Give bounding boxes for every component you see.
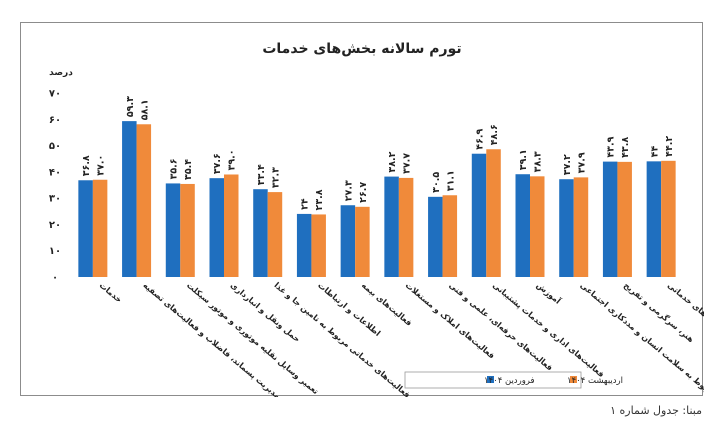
data-label-series-2: ۲۳.۸ — [314, 189, 325, 210]
y-axis-ticks: ۰ ۱۰ ۲۰ ۳۰ ۴۰ ۵۰ ۶۰ ۷۰ — [49, 89, 61, 284]
data-label-series-1: ۳۷.۶ — [212, 153, 223, 174]
y-tick-label: ۱۰ — [49, 246, 61, 257]
data-label-series-2: ۳۷.۷ — [402, 153, 413, 174]
legend-label-series-1: فروردین ۱۴۰۴ — [484, 376, 535, 386]
data-label-series-1: ۳۶.۸ — [81, 155, 92, 176]
y-tick-label: ۵۰ — [49, 141, 61, 152]
x-category-label: هنر، سرگرمی و تفریح — [622, 280, 696, 345]
bar-chart: تورم سالانه بخش‌های خدمات درصد ۰ ۱۰ ۲۰ ۳۰ ۴۰… — [49, 41, 704, 397]
bar-series-2 — [311, 214, 326, 277]
bar-series-2 — [180, 183, 195, 277]
data-label-series-2: ۳۲.۳ — [270, 167, 281, 188]
x-category-label: خدمات — [98, 281, 124, 305]
x-category-label: فعالیت‌های املاک و مستغلات — [404, 281, 497, 361]
source-note: مبنا: جدول شماره ۱ — [610, 404, 702, 417]
bar-series-2 — [355, 206, 370, 277]
bar-series-2 — [92, 179, 108, 277]
bar-series-1 — [253, 189, 268, 277]
y-tick-label: ۴۰ — [49, 167, 61, 178]
data-label-series-2: ۳۸.۳ — [533, 151, 544, 172]
data-label-series-1: ۳۳.۴ — [256, 164, 267, 185]
bar-series-1 — [209, 178, 224, 277]
bar-series-2 — [661, 160, 676, 277]
legend-swatch-series-2 — [570, 376, 577, 383]
y-tick-label: ۰ — [52, 273, 58, 284]
y-tick-label: ۶۰ — [49, 115, 61, 126]
data-label-series-1: ۳۰.۵ — [431, 172, 442, 193]
bar-series-1 — [428, 196, 443, 277]
data-label-series-2: ۳۷.۹ — [576, 152, 587, 173]
data-label-series-2: ۴۳.۸ — [620, 137, 631, 158]
bar-series-1 — [602, 161, 618, 277]
bar-series-1 — [384, 176, 399, 277]
bar-series-2 — [442, 195, 458, 277]
bar-series-1 — [78, 180, 93, 277]
data-labels: ۳۶.۸ ۳۷.۰ ۵۹.۳ ۵۸.۱ ۳۵.۶ ۳۵.۴ ۳۷.۶ ۳۹.۰ ۳۳.۴ ۳۲.۳… — [81, 96, 675, 211]
data-label-series-1: ۲۷.۳ — [343, 180, 354, 201]
data-label-series-1: ۳۵.۶ — [169, 158, 180, 179]
y-tick-label: ۳۰ — [49, 194, 61, 205]
bar-series-1 — [296, 213, 312, 277]
data-label-series-2: ۵۸.۱ — [139, 99, 150, 120]
chart-frame: تورم سالانه بخش‌های خدمات درصد ۰ ۱۰ ۲۰ ۳۰ ۴۰… — [20, 22, 704, 397]
data-label-series-2: ۲۶.۷ — [358, 182, 369, 203]
x-category-label: آموزش — [534, 280, 563, 307]
data-label-series-2: ۳۵.۴ — [183, 159, 194, 180]
bar-series-2 — [486, 149, 501, 277]
legend-swatch-series-1 — [487, 376, 494, 383]
bar-series-1 — [559, 179, 574, 277]
data-label-series-1: ۴۶.۹ — [475, 129, 486, 150]
bar-series-2 — [267, 192, 283, 277]
data-label-series-1: ۴۴ — [649, 146, 660, 158]
data-label-series-1: ۵۹.۳ — [125, 96, 136, 117]
bar-series-1 — [122, 121, 137, 277]
bar-series-2 — [617, 161, 632, 277]
bar-series-1 — [646, 161, 662, 277]
bar-series-2 — [136, 124, 152, 277]
bars — [78, 121, 676, 277]
bar-series-1 — [340, 205, 356, 277]
bar-series-1 — [515, 174, 530, 277]
data-label-series-1: ۴۳.۹ — [606, 136, 617, 157]
bar-series-2 — [573, 177, 589, 277]
bar-series-2 — [224, 174, 239, 277]
data-label-series-1: ۲۴ — [300, 198, 311, 210]
legend-label-series-2: اردیبهشت ۱۴۰۴ — [567, 376, 623, 386]
y-tick-label: ۲۰ — [49, 220, 61, 231]
data-label-series-1: ۳۹.۱ — [518, 149, 529, 170]
data-label-series-2: ۴۸.۶ — [489, 124, 500, 145]
bar-series-2 — [398, 177, 414, 277]
data-label-series-2: ۳۹.۰ — [227, 149, 238, 170]
data-label-series-1: ۳۷.۲ — [562, 154, 573, 175]
bar-series-2 — [530, 176, 545, 277]
y-axis-unit: درصد — [49, 68, 73, 78]
bar-series-1 — [471, 153, 487, 277]
data-label-series-2: ۳۷.۰ — [96, 155, 107, 176]
legend: اردیبهشت ۱۴۰۴ فروردین ۱۴۰۴ — [404, 371, 623, 389]
data-label-series-1: ۳۸.۲ — [387, 151, 398, 172]
data-label-series-2: ۴۴.۲ — [664, 136, 675, 157]
data-label-series-2: ۳۱.۱ — [445, 170, 456, 191]
bar-series-1 — [165, 183, 181, 277]
y-tick-label: ۷۰ — [49, 89, 61, 100]
chart-title: تورم سالانه بخش‌های خدمات — [262, 41, 461, 57]
